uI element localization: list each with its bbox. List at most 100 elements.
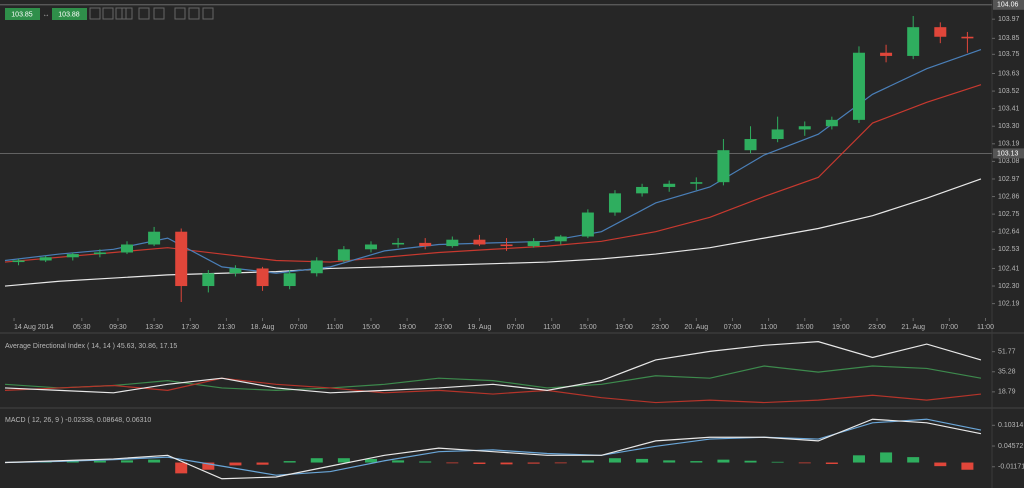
indicator-line: [4, 418, 982, 480]
candle-body: [256, 268, 269, 287]
indicator-line: [4, 377, 982, 404]
x-tick-label: 20. Aug: [684, 324, 708, 331]
histogram-bar: [500, 462, 513, 465]
y-tick-label: 103.85: [998, 35, 1020, 42]
zoom-in-button[interactable]: [89, 7, 101, 20]
candle-body: [527, 241, 540, 247]
histogram-bar: [419, 461, 432, 463]
level-label: 104.06: [997, 2, 1019, 9]
spread-icon: ↔: [43, 11, 50, 18]
candle-body: [636, 186, 649, 194]
candle-body: [690, 182, 703, 184]
indicator-line: [4, 365, 982, 391]
timeframe-button[interactable]: [121, 7, 133, 20]
candle-body: [337, 249, 350, 261]
candle-body: [120, 244, 133, 253]
histogram-bar: [229, 462, 242, 466]
candle-body: [852, 52, 865, 120]
histogram-bar: [364, 458, 377, 463]
histogram-bar: [554, 462, 567, 464]
x-tick-label: 19. Aug: [468, 324, 492, 331]
y-tick-label: 102.41: [998, 265, 1020, 272]
tool-button[interactable]: [174, 7, 186, 20]
candle-body: [283, 273, 296, 287]
histogram-bar: [852, 455, 865, 463]
histogram-bar: [717, 459, 730, 463]
y-tick-label: 102.97: [998, 176, 1020, 183]
x-tick-label: 21. Aug: [901, 324, 925, 331]
x-tick-label: 11:00: [977, 324, 994, 331]
candle-body: [229, 268, 242, 274]
candle-body: [717, 150, 730, 183]
y-tick-label: 102.75: [998, 211, 1020, 218]
candle-body: [148, 231, 161, 245]
indicator-line: [4, 178, 982, 287]
x-tick-label: 07:00: [290, 324, 308, 331]
x-tick-label: 11:00: [326, 324, 343, 331]
candle-body: [798, 126, 811, 130]
indicator-button[interactable]: [153, 7, 165, 20]
candle-body: [663, 183, 676, 187]
y-tick-label: 102.64: [998, 229, 1020, 236]
panel-title: Average Directional Index ( 14, 14 ) 45.…: [5, 343, 177, 350]
indicator-line: [4, 84, 982, 263]
candle-body: [880, 52, 893, 56]
level-label-box: [993, 0, 1024, 10]
histogram-bar: [690, 461, 703, 463]
histogram-bar: [446, 462, 459, 464]
ask-button[interactable]: [52, 8, 87, 20]
histogram-bar: [663, 460, 676, 463]
x-tick-label: 23:00: [868, 324, 886, 331]
candle-body: [934, 27, 947, 37]
bid-price: 103.85: [11, 11, 33, 18]
candle-body: [581, 212, 594, 237]
histogram-bar: [527, 462, 540, 464]
panel-title: MACD ( 12, 26, 9 ) -0.02338, 0.08648, 0.…: [5, 417, 151, 424]
indicator-line: [4, 418, 982, 476]
y-tick-label: 103.97: [998, 16, 1020, 23]
candle-body: [744, 139, 757, 151]
x-tick-label: 15:00: [796, 324, 814, 331]
candle-body: [175, 231, 188, 287]
x-tick-label: 15:00: [579, 324, 597, 331]
x-tick-label: 23:00: [435, 324, 453, 331]
draw-button[interactable]: [202, 7, 214, 20]
histogram-bar: [66, 461, 79, 463]
y-tick-label: 103.75: [998, 51, 1020, 58]
zoom-reset-button[interactable]: [115, 7, 127, 20]
chart-type-button[interactable]: [138, 7, 150, 20]
histogram-bar: [907, 457, 920, 463]
x-tick-label: 14 Aug 2014: [14, 324, 53, 331]
candle-body: [39, 257, 52, 261]
y-tick-label: 103.19: [998, 141, 1020, 148]
histogram-bar: [148, 459, 161, 463]
candle-body: [392, 242, 405, 245]
y-tick-label: 102.53: [998, 246, 1020, 253]
x-tick-label: 07:00: [724, 324, 742, 331]
x-tick-label: 17:30: [181, 324, 199, 331]
histogram-bar: [581, 460, 594, 463]
candle-body: [310, 260, 323, 274]
histogram-bar: [392, 460, 405, 463]
histogram-bar: [93, 460, 106, 463]
histogram-bar: [608, 458, 621, 463]
histogram-bar: [337, 458, 350, 463]
zoom-out-button[interactable]: [102, 7, 114, 20]
y-tick-label: 51.77: [998, 349, 1016, 356]
x-tick-label: 21:30: [218, 324, 236, 331]
y-tick-label: 103.08: [998, 158, 1020, 165]
y-tick-label: -0.01171: [998, 464, 1024, 471]
indicator-line: [4, 48, 982, 274]
histogram-bar: [961, 462, 974, 470]
candle-body: [907, 27, 920, 56]
histogram-bar: [771, 461, 784, 463]
y-tick-label: 35.28: [998, 369, 1016, 376]
x-tick-label: 23:00: [651, 324, 669, 331]
x-tick-label: 18. Aug: [251, 324, 275, 331]
bid-button[interactable]: [5, 8, 40, 20]
x-tick-label: 09:30: [109, 324, 127, 331]
y-tick-label: 18.79: [998, 389, 1016, 396]
tool-button[interactable]: [188, 7, 200, 20]
candle-body: [364, 244, 377, 250]
